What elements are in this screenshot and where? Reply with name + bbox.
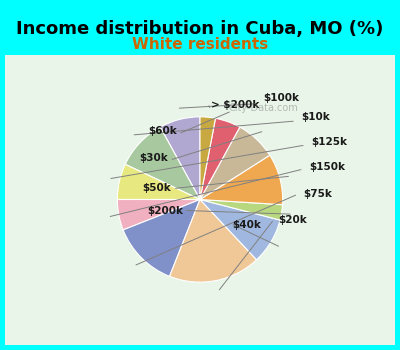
Text: > $200k: > $200k — [212, 100, 260, 110]
Wedge shape — [125, 127, 200, 200]
Wedge shape — [200, 155, 283, 205]
Wedge shape — [200, 127, 270, 200]
Text: Income distribution in Cuba, MO (%): Income distribution in Cuba, MO (%) — [16, 20, 384, 38]
Text: $150k: $150k — [309, 162, 345, 172]
Wedge shape — [200, 117, 216, 200]
Text: $200k: $200k — [147, 206, 183, 216]
Text: $125k: $125k — [311, 137, 347, 147]
Text: City-Data.com: City-Data.com — [228, 103, 298, 113]
FancyBboxPatch shape — [5, 55, 395, 345]
Text: White residents: White residents — [132, 37, 268, 52]
Text: $40k: $40k — [232, 220, 261, 230]
Wedge shape — [170, 199, 256, 282]
Wedge shape — [160, 117, 200, 200]
Wedge shape — [200, 199, 280, 260]
Wedge shape — [117, 199, 200, 230]
Wedge shape — [123, 199, 200, 276]
Text: $75k: $75k — [303, 189, 332, 199]
Wedge shape — [200, 199, 282, 220]
Text: $100k: $100k — [263, 93, 299, 104]
Text: $60k: $60k — [148, 126, 177, 135]
Text: $10k: $10k — [301, 112, 330, 122]
Text: $30k: $30k — [139, 153, 168, 163]
Text: $50k: $50k — [142, 183, 171, 193]
Wedge shape — [117, 164, 200, 199]
Wedge shape — [200, 118, 240, 200]
Text: $20k: $20k — [278, 215, 307, 225]
